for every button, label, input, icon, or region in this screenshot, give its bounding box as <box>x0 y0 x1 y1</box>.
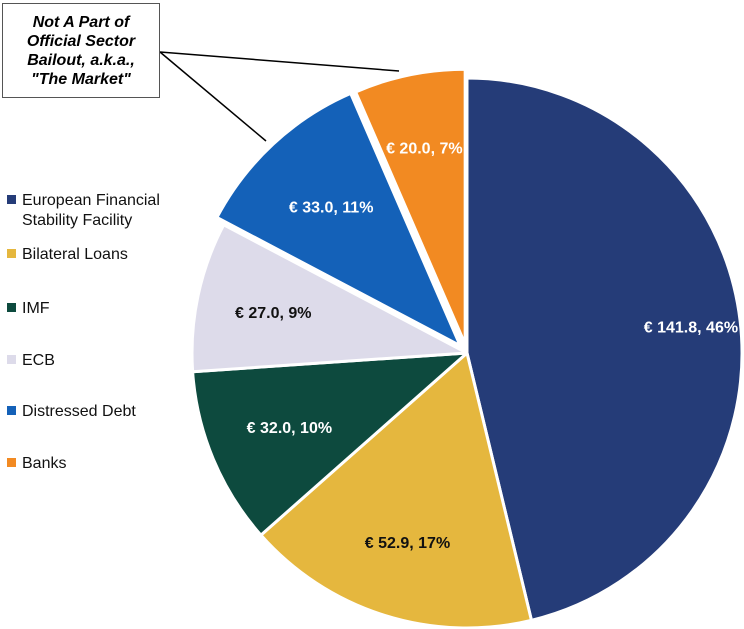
pie-slice-label: € 32.0, 10% <box>247 420 332 437</box>
pie-slice-label: € 33.0, 11% <box>289 200 374 217</box>
pie-slice-label: € 20.0, 7% <box>386 141 463 158</box>
legend-item-bilateral-loans: Bilateral Loans <box>7 245 128 265</box>
legend-label: Bilateral Loans <box>22 246 128 263</box>
callout-connector-lines <box>159 51 400 142</box>
pie-slice <box>215 91 462 348</box>
legend-swatch <box>7 249 16 258</box>
pie-slice <box>191 351 469 537</box>
legend-item-imf: IMF <box>7 299 50 319</box>
pie-slices <box>190 67 744 629</box>
pie-slice-label: € 27.0, 9% <box>235 305 312 322</box>
pie-slice <box>259 351 533 629</box>
callout-connector-line <box>159 51 400 72</box>
legend-label: Distressed Debt <box>22 403 136 420</box>
legend-item-efsf: European Financial Stability Facility <box>7 191 160 231</box>
pie-slice-labels: € 141.8, 46% € 52.9, 17% € 32.0, 10% € 27.0… <box>235 141 738 552</box>
callout-connector-line <box>159 51 267 142</box>
legend-label: Banks <box>22 455 67 472</box>
pie-slice <box>354 67 467 346</box>
legend-label: ECB <box>22 352 55 369</box>
pie-slice <box>190 223 469 374</box>
callout-line: Not A Part of <box>32 13 130 31</box>
legend-label: European Financial Stability Facility <box>22 192 160 229</box>
pie-slice <box>465 76 744 622</box>
legend-swatch <box>7 303 16 312</box>
pie-slice-label: € 141.8, 46% <box>644 319 738 336</box>
legend-item-ecb: ECB <box>7 351 55 371</box>
market-callout-box: Not A Part of Official Sector Bailout, a… <box>2 3 160 98</box>
legend-item-banks: Banks <box>7 454 66 474</box>
pie-slice-label: € 52.9, 17% <box>365 535 450 552</box>
callout-line: Official Sector <box>26 32 136 50</box>
legend-swatch <box>7 458 16 467</box>
callout-line: Bailout, a.k.a., <box>27 51 135 69</box>
legend-item-distressed-debt: Distressed Debt <box>7 402 136 422</box>
callout-line: "The Market" <box>31 70 131 88</box>
legend-swatch <box>7 355 16 364</box>
legend-label: IMF <box>22 300 50 317</box>
legend-swatch <box>7 195 16 204</box>
legend-swatch <box>7 406 16 415</box>
